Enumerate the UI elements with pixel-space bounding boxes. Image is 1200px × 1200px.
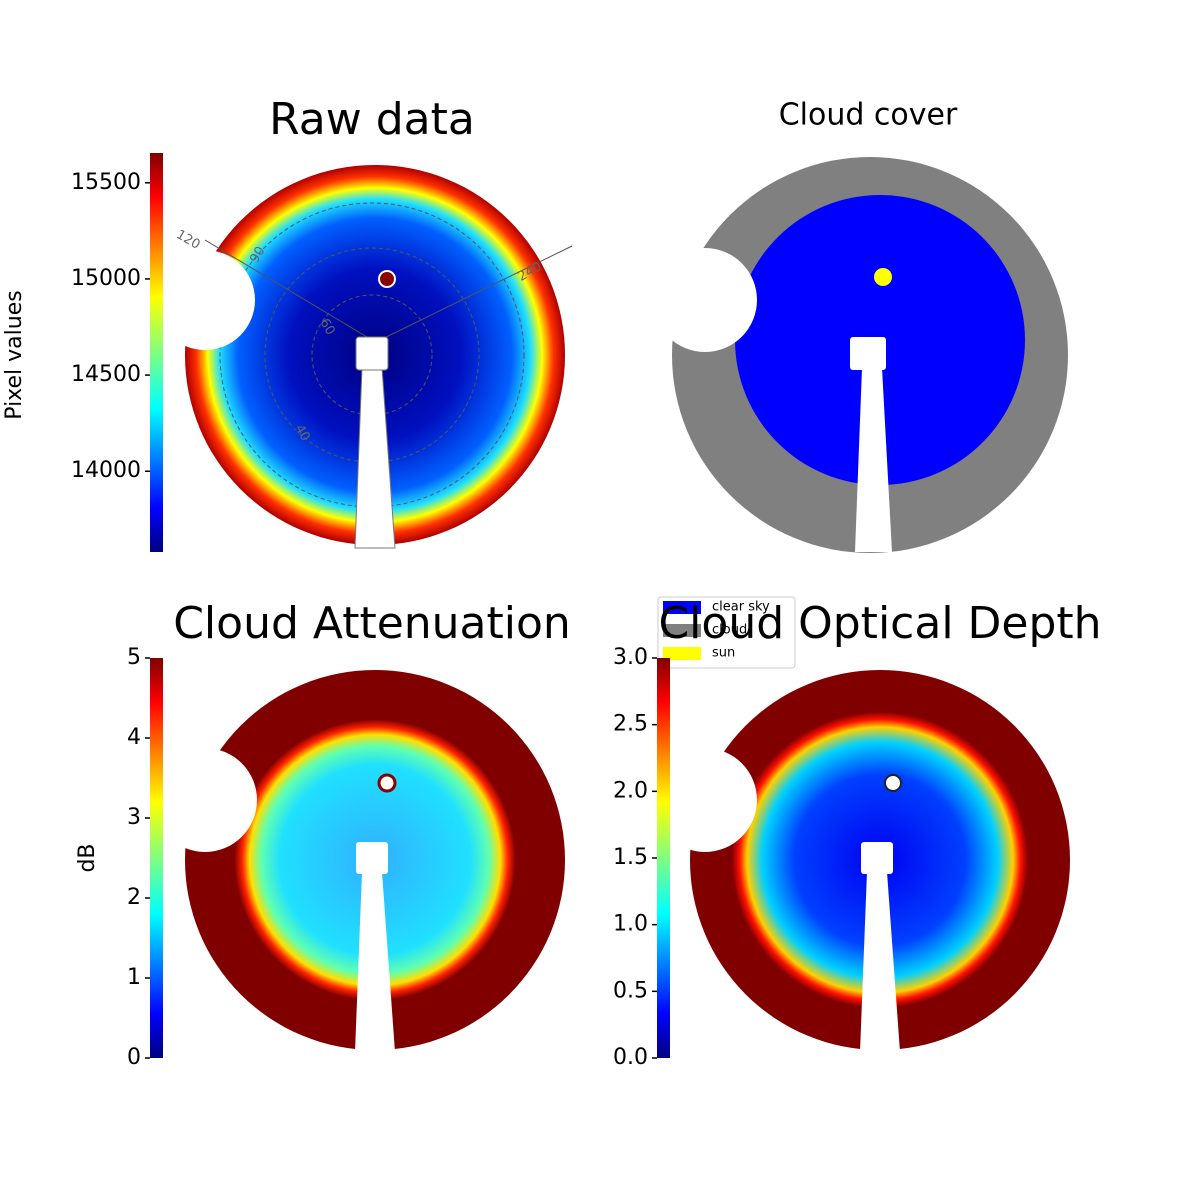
colorbar [657, 658, 670, 1058]
panel-title: Raw data [269, 94, 475, 145]
sky-images [153, 157, 1070, 1052]
colorbar-tick-label: 14000 [71, 458, 141, 483]
mask [860, 872, 900, 1052]
sun [377, 773, 397, 793]
colorbar-tick-label: 15000 [71, 266, 141, 291]
colorbar-tick-label: 2.0 [613, 778, 648, 803]
polar-label: 120 [173, 227, 202, 252]
polar-label: 90 [247, 244, 268, 266]
mask [653, 248, 757, 352]
colorbar-tick-label: 1.0 [613, 912, 648, 937]
mask [355, 336, 389, 371]
colorbar-tick-label: 14500 [71, 362, 141, 387]
colorbar [150, 153, 163, 552]
mask [861, 842, 893, 874]
sun [378, 270, 396, 288]
polar-label: 40 [291, 422, 312, 444]
legend-label: clear sky [712, 600, 770, 615]
panel-title: Cloud cover [779, 98, 958, 133]
colorbar-tick-label: 0.5 [613, 978, 648, 1003]
colorbar-tick-label: 4 [127, 725, 141, 750]
mask [355, 872, 395, 1052]
sun [874, 268, 892, 286]
mask [153, 748, 257, 852]
mask [155, 250, 255, 350]
colorbar-tick-label: 1.5 [613, 845, 648, 870]
legend-swatch [663, 624, 701, 637]
colorbar-tick-label: 3.0 [613, 645, 648, 670]
mask [356, 842, 388, 874]
colorbar [150, 658, 163, 1058]
colorbar-tick-label: 1 [127, 965, 141, 990]
sun [884, 774, 902, 792]
panel-title: Cloud Attenuation [173, 598, 571, 649]
colorbar-tick-label: 5 [127, 645, 141, 670]
panel-title: Cloud Optical Depth [658, 598, 1101, 649]
colorbar-tick-label: 15500 [71, 170, 141, 195]
legend-label: cloud [712, 623, 747, 638]
legend-label: sun [712, 646, 735, 661]
colorbar-tick-label: 3 [127, 805, 141, 830]
mask [653, 748, 757, 852]
colorbar-tick-label: 0.0 [613, 1045, 648, 1070]
mask [850, 337, 886, 370]
colorbar-tick-label: 0 [127, 1045, 141, 1070]
legend-swatch [663, 647, 701, 660]
polar-label: 60 [316, 316, 337, 338]
legend-swatch [663, 601, 701, 614]
colorbar-label: Pixel values [2, 290, 27, 419]
colorbar-tick-label: 2.5 [613, 712, 648, 737]
colorbar-tick-label: 2 [127, 885, 141, 910]
colorbar-label: dB [75, 843, 100, 872]
mask [855, 368, 892, 552]
